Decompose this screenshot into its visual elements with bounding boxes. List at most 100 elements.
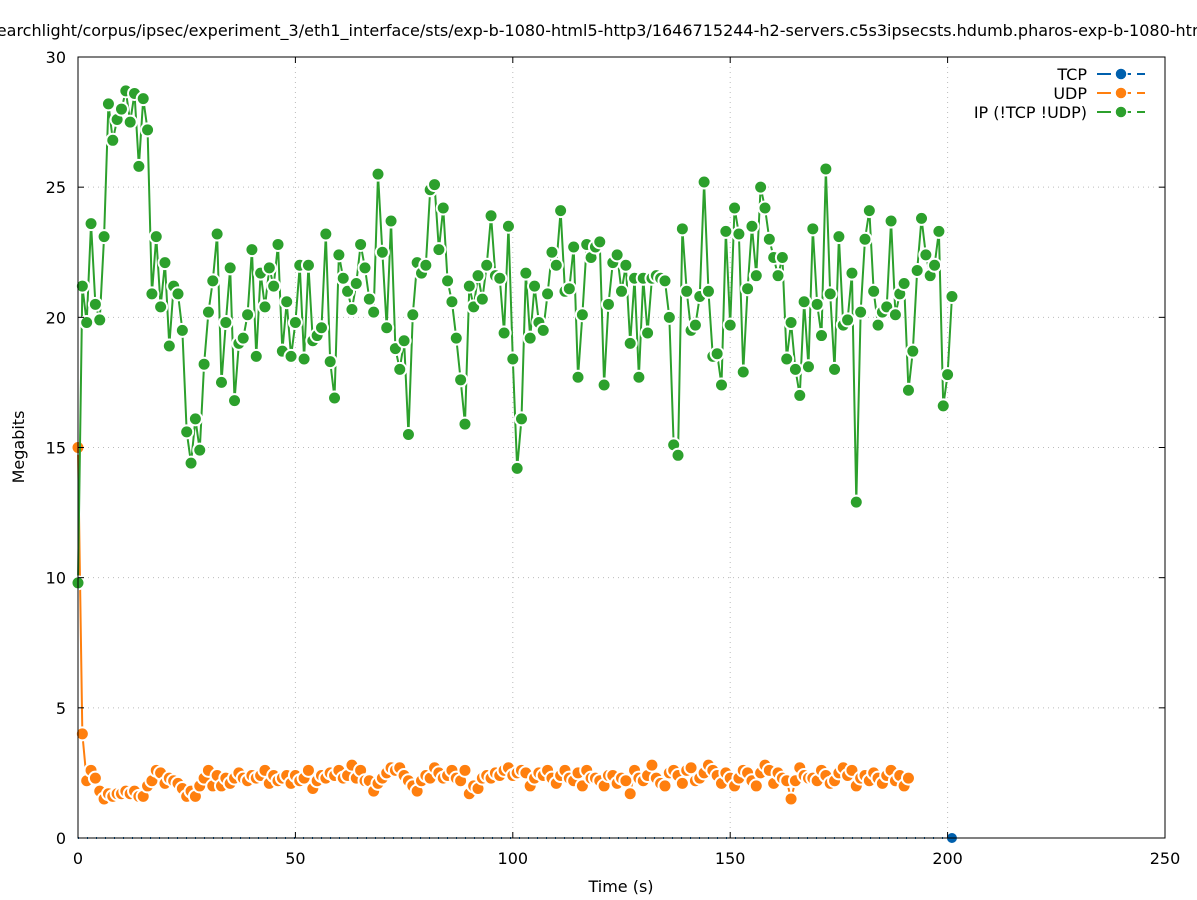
- ip-tcp-udp-data-point: [257, 299, 273, 315]
- ip-tcp-udp-data-point: [900, 382, 916, 398]
- ip-tcp-udp-data-point: [783, 315, 799, 331]
- ip-tcp-udp-data-point: [461, 278, 477, 294]
- ip-tcp-udp-data-point: [492, 270, 508, 286]
- ip-tcp-udp-data-point: [796, 294, 812, 310]
- ip-tcp-udp-data-point: [174, 322, 190, 338]
- ip-tcp-udp-data-point: [727, 200, 743, 216]
- ip-tcp-udp-data-point: [313, 320, 329, 336]
- ip-tcp-udp-data-point: [840, 312, 856, 328]
- ip-tcp-udp-data-point: [122, 114, 138, 130]
- axes: 0 50 100 150 200 250 0 5 10 15 20 25 30: [46, 48, 1181, 868]
- ip-tcp-udp-data-point: [296, 351, 312, 367]
- ip-tcp-udp-data-point: [570, 369, 586, 385]
- legend-label: TCP: [1056, 65, 1087, 84]
- udp-data-point: [300, 762, 316, 778]
- udp-data-point: [748, 778, 764, 794]
- ip-tcp-udp-data-point: [927, 257, 943, 273]
- y-tick-label: 5: [56, 699, 66, 718]
- ip-tcp-udp-data-point: [400, 426, 416, 442]
- legend-label: UDP: [1053, 84, 1087, 103]
- udp-data-point: [457, 762, 473, 778]
- x-tick-label: 250: [1150, 849, 1181, 868]
- ip-tcp-udp-data-point: [96, 229, 112, 245]
- ip-tcp-udp-data-point: [322, 354, 338, 370]
- ip-tcp-udp-data-point: [200, 304, 216, 320]
- x-tick-label: 50: [285, 849, 305, 868]
- ip-tcp-udp-data-point: [209, 226, 225, 242]
- ip-tcp-udp-data-point: [213, 374, 229, 390]
- ip-tcp-udp-data-point: [453, 372, 469, 388]
- y-tick-label: 30: [46, 48, 66, 67]
- ip-tcp-udp-data-point: [444, 294, 460, 310]
- udp-data-point: [900, 770, 916, 786]
- x-tick-label: 100: [498, 849, 529, 868]
- ip-tcp-udp-data-point: [496, 325, 512, 341]
- ip-tcp-udp-data-point: [427, 177, 443, 193]
- ip-tcp-udp-data-point: [283, 348, 299, 364]
- udp-data-point: [87, 770, 103, 786]
- y-tick-label: 0: [56, 829, 66, 848]
- ip-tcp-udp-data-point: [366, 304, 382, 320]
- x-axis-label: Time (s): [587, 877, 653, 896]
- y-tick-label: 25: [46, 178, 66, 197]
- ip-tcp-udp-data-point: [870, 317, 886, 333]
- ip-tcp-udp-data-point: [574, 307, 590, 323]
- ip-tcp-udp-data-point: [479, 257, 495, 273]
- ip-tcp-udp-data-point: [435, 200, 451, 216]
- ip-tcp-udp-data-point: [592, 234, 608, 250]
- ip-tcp-udp-data-point: [227, 393, 243, 409]
- ip-tcp-udp-data-point: [544, 244, 560, 260]
- ip-tcp-udp-data-point: [805, 221, 821, 237]
- ip-tcp-udp-data-point: [318, 226, 334, 242]
- ip-tcp-udp-data-point: [348, 275, 364, 291]
- ip-tcp-udp-data-point: [218, 315, 234, 331]
- ip-tcp-udp-data-point: [509, 460, 525, 476]
- ip-tcp-udp-data-point: [113, 101, 129, 117]
- ip-tcp-udp-data-point: [566, 239, 582, 255]
- ip-tcp-udp-data-point: [440, 273, 456, 289]
- legend-marker: [1114, 67, 1128, 81]
- ip-tcp-udp-data-point: [379, 320, 395, 336]
- ip-tcp-udp-data-point: [361, 291, 377, 307]
- ip-tcp-udp-data-point: [548, 257, 564, 273]
- y-tick-label: 15: [46, 439, 66, 458]
- ip-tcp-udp-data-point: [196, 356, 212, 372]
- ip-tcp-udp-data-point: [631, 369, 647, 385]
- ip-tcp-udp-data-point: [696, 174, 712, 190]
- ip-tcp-udp-data-point: [809, 296, 825, 312]
- ip-tcp-udp-data-point: [248, 348, 264, 364]
- ip-tcp-udp-data-point: [792, 387, 808, 403]
- ip-tcp-udp-data-point: [614, 283, 629, 299]
- ip-tcp-udp-data-point: [240, 307, 256, 323]
- ip-tcp-udp-data-point: [100, 96, 116, 112]
- ip-tcp-udp-data-point: [622, 335, 638, 351]
- ip-tcp-udp-data-point: [357, 260, 373, 276]
- ip-tcp-udp-data-point: [679, 283, 695, 299]
- legend-marker: [1114, 105, 1128, 119]
- ip-tcp-udp-data-point: [848, 494, 864, 510]
- ip-tcp-udp-data-point: [140, 122, 156, 138]
- ip-tcp-udp-data-point: [640, 325, 656, 341]
- ip-tcp-udp-data-point: [787, 361, 803, 377]
- ip-tcp-udp-data-point: [187, 411, 203, 427]
- ip-tcp-udp-data-point: [935, 398, 951, 414]
- ip-tcp-udp-data-point: [148, 229, 164, 245]
- ip-tcp-udp-data-point: [279, 294, 295, 310]
- ip-tcp-udp-data-point: [744, 218, 760, 234]
- x-tick-label: 150: [715, 849, 746, 868]
- udp-data-point: [674, 775, 690, 791]
- y-tick-label: 10: [46, 569, 66, 588]
- ip-tcp-udp-data-point: [831, 229, 847, 245]
- ip-tcp-udp-data-point: [853, 304, 869, 320]
- ip-tcp-udp-data-point: [266, 278, 282, 294]
- ip-tcp-udp-data-point: [405, 307, 421, 323]
- ip-tcp-udp-data-point: [896, 275, 912, 291]
- ip-tcp-udp-data-point: [83, 216, 99, 232]
- ip-tcp-udp-data-point: [205, 273, 221, 289]
- ip-tcp-udp-data-point: [700, 283, 716, 299]
- ip-tcp-udp-data-point: [105, 132, 121, 148]
- ip-tcp-udp-data-point: [740, 281, 756, 297]
- ip-tcp-udp-data-point: [748, 268, 764, 284]
- udp-series-line: [77, 447, 910, 801]
- ip-tcp-udp-data-point: [561, 281, 577, 297]
